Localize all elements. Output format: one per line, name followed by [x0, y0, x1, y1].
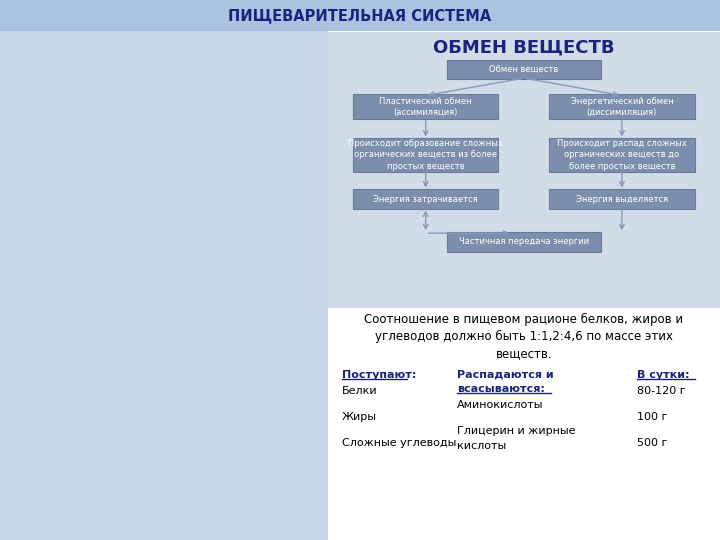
FancyBboxPatch shape [353, 94, 498, 119]
Text: Белки: Белки [342, 386, 377, 396]
Text: всасываются:: всасываются: [457, 384, 545, 394]
Text: Поступают:: Поступают: [342, 370, 416, 380]
Text: Энергия выделяется: Энергия выделяется [576, 194, 668, 204]
Text: Сложные углеводы: Сложные углеводы [342, 438, 456, 448]
Text: Происходит распад сложных
органических веществ до
более простых веществ: Происходит распад сложных органических в… [557, 139, 687, 171]
Text: Энергетический обмен
(диссимиляция): Энергетический обмен (диссимиляция) [570, 97, 673, 117]
FancyBboxPatch shape [0, 31, 328, 540]
Text: Обмен веществ: Обмен веществ [489, 65, 559, 74]
Text: Распадаются и: Распадаются и [457, 370, 554, 380]
Text: Аминокислоты: Аминокислоты [457, 400, 544, 410]
Text: Пластический обмен
(ассимиляция): Пластический обмен (ассимиляция) [379, 97, 472, 117]
FancyBboxPatch shape [549, 94, 695, 119]
Text: ПИЩЕВАРИТЕЛЬНАЯ СИСТЕМА: ПИЩЕВАРИТЕЛЬНАЯ СИСТЕМА [228, 8, 492, 23]
Text: Глицерин и жирные: Глицерин и жирные [457, 426, 576, 436]
FancyBboxPatch shape [353, 189, 498, 209]
Text: Частичная передача энергии: Частичная передача энергии [459, 237, 589, 246]
FancyBboxPatch shape [0, 0, 720, 31]
FancyBboxPatch shape [328, 32, 720, 308]
FancyBboxPatch shape [447, 232, 600, 252]
FancyBboxPatch shape [328, 308, 720, 540]
FancyBboxPatch shape [549, 138, 695, 172]
Text: Энергия затрачивается: Энергия затрачивается [374, 194, 478, 204]
Text: Жиры: Жиры [342, 412, 377, 422]
FancyBboxPatch shape [0, 308, 328, 540]
Text: Происходит образование сложных
органических веществ из более
простых веществ: Происходит образование сложных органичес… [348, 139, 503, 171]
Text: 100 г: 100 г [637, 412, 667, 422]
FancyBboxPatch shape [447, 60, 600, 79]
FancyBboxPatch shape [549, 189, 695, 209]
Text: ОБМЕН ВЕЩЕСТВ: ОБМЕН ВЕЩЕСТВ [433, 38, 615, 57]
FancyBboxPatch shape [353, 138, 498, 172]
Text: Соотношение в пищевом рационе белков, жиров и
углеводов должно быть 1:1,2:4,6 по: Соотношение в пищевом рационе белков, жи… [364, 313, 683, 360]
Text: В сутки:: В сутки: [637, 370, 690, 380]
Text: 80-120 г: 80-120 г [637, 386, 686, 396]
Text: 500 г: 500 г [637, 438, 667, 448]
Text: кислоты: кислоты [457, 441, 506, 451]
